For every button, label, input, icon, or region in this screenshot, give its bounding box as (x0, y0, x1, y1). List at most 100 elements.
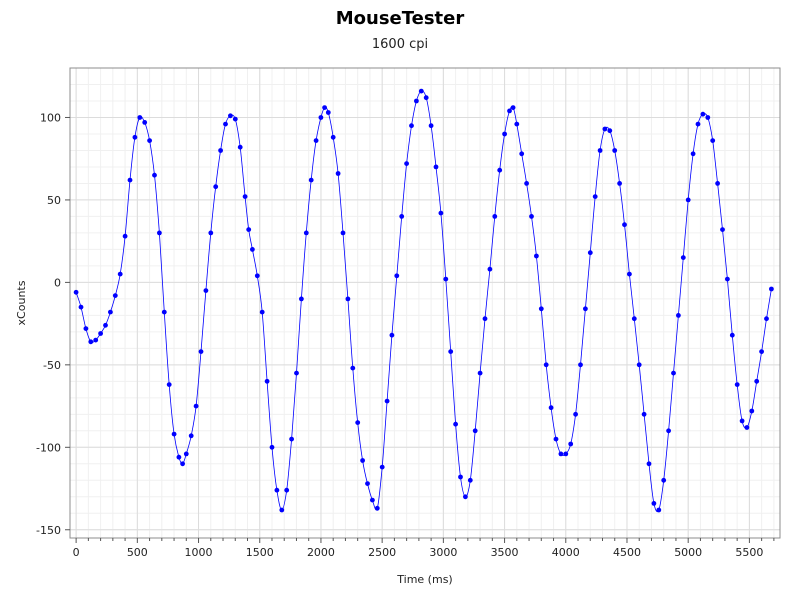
y-axis-label: xCounts (15, 280, 28, 325)
data-point (345, 296, 351, 302)
data-point (318, 115, 324, 120)
data-point (573, 411, 578, 417)
data-point (108, 309, 113, 315)
data-point (744, 425, 750, 430)
x-tick-label: 2000 (307, 546, 335, 559)
data-point (83, 326, 89, 331)
data-point (103, 322, 108, 328)
data-point (360, 458, 365, 463)
y-axis: -150 -100 -50 0 50 100 (36, 111, 70, 537)
data-point (289, 436, 294, 442)
data-point (568, 441, 574, 447)
chart-subtitle: 1600 cpi (371, 37, 429, 52)
data-point (414, 98, 419, 104)
x-tick-label: 3000 (429, 546, 457, 559)
data-point (700, 111, 706, 117)
data-point (685, 197, 691, 203)
data-point (715, 181, 720, 186)
data-point (592, 194, 598, 200)
data-point (463, 494, 468, 500)
data-point (370, 497, 375, 503)
data-point (690, 151, 696, 157)
data-point (374, 505, 380, 511)
plot-frame (69, 67, 781, 539)
minor-grid (70, 67, 780, 538)
data-point (553, 436, 559, 442)
y-tick-label: -50 (43, 359, 61, 372)
data-point (350, 365, 356, 371)
x-tick-label: 5000 (674, 546, 702, 559)
data-point (340, 230, 346, 236)
data-point (487, 266, 493, 272)
data-point (759, 349, 764, 354)
data-point (423, 95, 429, 101)
data-point (622, 222, 627, 228)
x-tick-label: 1500 (246, 546, 274, 559)
data-point (510, 105, 516, 110)
series-line (75, 90, 772, 513)
data-point (764, 316, 769, 322)
data-point (502, 131, 507, 137)
data-point (117, 271, 123, 277)
x-tick-label: 5500 (735, 546, 763, 559)
data-point (303, 230, 309, 236)
data-point (180, 461, 186, 467)
data-point (578, 362, 583, 368)
data-point (651, 501, 657, 506)
data-point (631, 316, 637, 322)
data-point (284, 487, 290, 493)
data-point (379, 464, 385, 470)
data-point (529, 214, 534, 219)
data-point (208, 230, 214, 236)
data-point (646, 461, 652, 467)
data-point (294, 370, 299, 376)
x-axis: 0 500 1000 1500 2000 2500 3000 3500 4000 4500 5000… (73, 538, 775, 559)
y-tick-label: 50 (47, 194, 61, 207)
data-point (242, 194, 248, 200)
data-point (548, 405, 554, 411)
data-point (617, 181, 622, 186)
data-point (472, 428, 478, 434)
data-point (769, 286, 774, 292)
data-point (198, 349, 204, 354)
data-point (676, 313, 681, 318)
data-point (558, 451, 564, 457)
data-point (365, 481, 370, 486)
data-point (193, 403, 199, 409)
data-point (497, 167, 503, 173)
data-point (299, 296, 304, 302)
data-point (250, 247, 255, 252)
data-point (122, 233, 128, 239)
data-point (729, 332, 735, 338)
data-point (438, 210, 444, 216)
x-tick-label: 500 (127, 546, 148, 559)
data-point (477, 370, 483, 376)
x-tick-label: 4500 (613, 546, 641, 559)
data-point (507, 108, 512, 114)
data-point (137, 115, 143, 120)
data-point (583, 306, 588, 312)
data-point (710, 138, 716, 144)
data-point (166, 382, 172, 387)
data-point (587, 250, 593, 256)
data-point (680, 255, 686, 260)
data-point (467, 477, 473, 483)
data-point (448, 349, 454, 354)
data-point (597, 148, 603, 153)
major-grid (70, 68, 780, 538)
data-point (88, 339, 94, 345)
data-point (433, 164, 439, 170)
data-point (93, 337, 99, 343)
data-point (112, 293, 118, 298)
data-point (734, 382, 740, 387)
data-point (325, 110, 331, 115)
data-point (563, 451, 569, 457)
data-point (720, 227, 725, 233)
y-tick-label: 0 (54, 276, 61, 289)
data-point (228, 113, 233, 119)
data-point (254, 273, 260, 279)
data-point (519, 151, 525, 157)
data-point (641, 411, 647, 417)
y-tick-label: -100 (36, 441, 61, 454)
